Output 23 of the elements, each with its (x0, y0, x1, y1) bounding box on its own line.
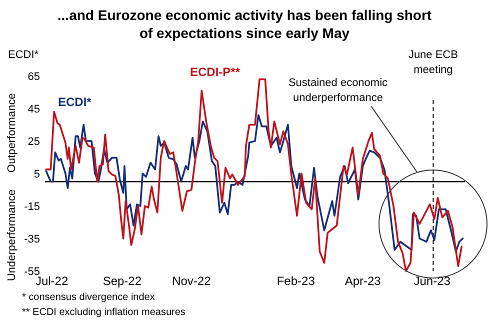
y-tick-label: 5 (34, 168, 40, 180)
text: * consensus divergence index (22, 292, 155, 303)
y-tick-label: 45 (28, 104, 40, 116)
x-tick-label: Feb-23 (276, 274, 316, 288)
ref-line-label: June ECB meeting (408, 49, 458, 76)
x-tick-label: Sep-22 (102, 274, 142, 288)
annotation: Sustained economic underperformance (288, 77, 388, 104)
text: Outperformance (6, 93, 18, 173)
y-tick-label: -35 (24, 234, 40, 246)
series-label: ECDI* (58, 95, 92, 109)
y-axis-title: ECDI* (8, 49, 40, 61)
x-tick-label: Jun-23 (414, 274, 451, 288)
chart-title: ...and Eurozone economic activity has been falling short of expectations since early May (57, 7, 432, 41)
text: ** ECDI excluding inflation measures (22, 307, 186, 318)
x-tick-label: Nov-22 (172, 274, 212, 288)
y-tick-label: 25 (28, 136, 40, 148)
text: Underperformance (6, 189, 18, 282)
y-tick-label: 65 (28, 71, 40, 83)
series-label: ECDI-P** (190, 65, 240, 79)
x-tick-label: Apr-23 (344, 274, 382, 288)
y-tick-label: -15 (24, 201, 40, 213)
line-series (45, 114, 464, 252)
line-series (45, 78, 462, 272)
